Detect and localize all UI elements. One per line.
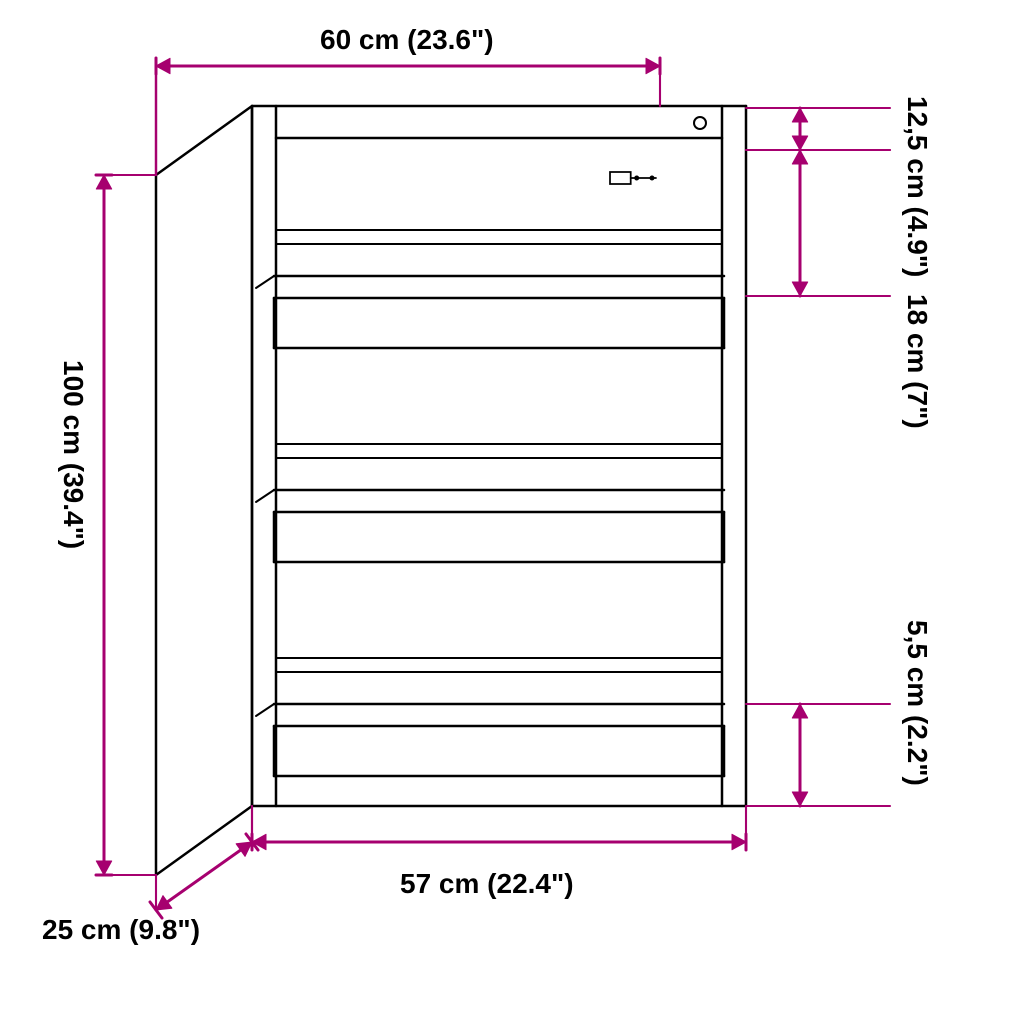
dim-top-width: 60 cm (23.6") bbox=[320, 22, 494, 57]
dim-shelf-gap: 18 cm (7") bbox=[900, 294, 935, 429]
dim-height: 100 cm (39.4") bbox=[56, 360, 91, 549]
diagram-stage: 60 cm (23.6") 100 cm (39.4") 25 cm (9.8"… bbox=[0, 0, 1024, 1024]
dim-bottom-gap: 5,5 cm (2.2") bbox=[900, 620, 935, 786]
dim-depth: 25 cm (9.8") bbox=[42, 912, 200, 947]
dim-top-gap: 12,5 cm (4.9") bbox=[900, 96, 935, 277]
dim-bottom-width: 57 cm (22.4") bbox=[400, 866, 574, 901]
